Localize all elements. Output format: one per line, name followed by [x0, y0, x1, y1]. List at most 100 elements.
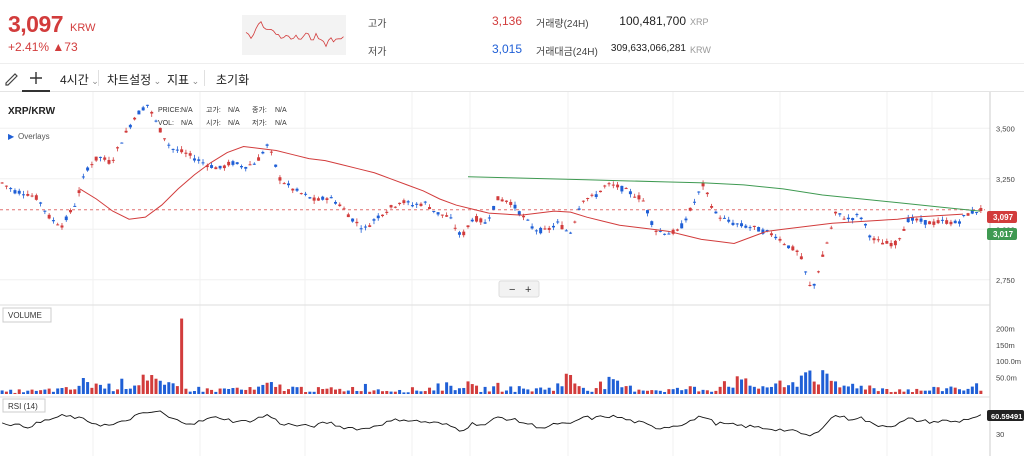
- change-percent: +2.41%: [8, 40, 50, 54]
- candle-body: [693, 201, 697, 203]
- volume-bar: [218, 388, 222, 394]
- volume-bar: [663, 392, 667, 394]
- candle-body: [210, 165, 214, 168]
- candle-body: [842, 218, 846, 220]
- volume-bar: [329, 387, 333, 394]
- candle-body: [163, 138, 167, 140]
- candle-body: [116, 147, 120, 149]
- candle-body: [522, 215, 526, 218]
- volume-bar: [163, 384, 167, 394]
- candle-body: [979, 207, 983, 211]
- candle-body: [436, 212, 440, 215]
- moving-average-line: [79, 145, 981, 244]
- candle-body: [769, 233, 773, 236]
- candle-body: [419, 203, 423, 206]
- candle-body: [778, 238, 782, 241]
- candle-body: [329, 197, 333, 199]
- price-unit: KRW: [70, 22, 96, 34]
- volume-bar: [210, 389, 214, 394]
- volume-bar: [227, 388, 231, 394]
- ohlc-vol-label: VOL:: [158, 120, 174, 127]
- volume-bar: [530, 391, 534, 394]
- volume-bar: [325, 388, 329, 394]
- candle-body: [872, 238, 876, 241]
- candle-body: [244, 166, 248, 169]
- volume-bar: [722, 381, 726, 394]
- volume-label: 거래량(24H): [536, 19, 589, 30]
- candle-body: [675, 229, 679, 231]
- volume-bar: [936, 387, 940, 394]
- candle-body: [782, 244, 786, 246]
- chart-settings-dropdown[interactable]: 차트설정 ⌄: [107, 71, 161, 88]
- volume-bar: [363, 383, 367, 394]
- volume-bar: [30, 389, 34, 394]
- volume-bar: [855, 388, 859, 394]
- volume-bar: [269, 382, 273, 394]
- volume-bar: [868, 385, 872, 394]
- zoom-out-button[interactable]: −: [509, 284, 515, 296]
- volume-bar: [376, 389, 380, 394]
- high-label: 고가: [368, 19, 387, 30]
- high-value: 3,136: [491, 14, 522, 28]
- volume-bar: [705, 390, 709, 394]
- volume-bar: [829, 380, 833, 394]
- volume-bar: [932, 386, 936, 394]
- candle-body: [274, 164, 278, 167]
- ohlc-low-value: N/A: [275, 120, 287, 127]
- volume-bar: [175, 386, 179, 394]
- volume-bar: [624, 386, 628, 394]
- candle-body: [286, 183, 290, 186]
- overlays-triangle-icon[interactable]: ▶: [8, 132, 15, 141]
- volume-bar: [573, 383, 577, 394]
- candle-body: [962, 215, 966, 217]
- price-badge: 3,097: [993, 213, 1014, 222]
- volume-bar: [526, 389, 530, 394]
- volume-bar: [475, 385, 479, 394]
- price-chart[interactable]: 3,5003,2503,0002,750200m150m100.0m50.0m3…: [0, 92, 1024, 456]
- candle-body: [56, 224, 60, 226]
- zoom-in-button[interactable]: +: [525, 284, 531, 296]
- y-tick-label: 3,500: [996, 124, 1015, 133]
- candle-body: [145, 104, 149, 106]
- candle-body: [423, 201, 427, 203]
- candle-body: [748, 227, 752, 229]
- overlays-toggle[interactable]: Overlays: [18, 132, 50, 141]
- current-price: 3,097: [8, 11, 64, 37]
- volume-bar: [419, 391, 423, 394]
- candle-body: [534, 230, 538, 232]
- volume-bar: [428, 387, 432, 394]
- volume-bar: [94, 383, 98, 394]
- candle-body: [650, 221, 654, 225]
- volume-bar: [757, 388, 761, 394]
- pencil-icon[interactable]: [3, 70, 19, 86]
- candle-body: [496, 196, 500, 201]
- candle-body: [752, 225, 756, 227]
- ticker-header: 3,097 KRW +2.41% ▲73 고가 3,136 저가 3,015 거…: [0, 0, 1024, 64]
- chart-toolbar: 4시간 ⌄ 차트설정 ⌄ 지표 ⌄ 초기화: [0, 64, 1024, 92]
- candle-body: [90, 164, 94, 166]
- volume-bar: [214, 391, 218, 394]
- volume-bar: [124, 389, 128, 394]
- candle-body: [128, 124, 132, 128]
- candle-body: [282, 183, 286, 185]
- candle-body: [727, 219, 731, 222]
- volume-bar: [970, 386, 974, 394]
- chart-settings-label: 차트설정: [107, 73, 152, 87]
- crosshair-tool-button[interactable]: [22, 64, 50, 92]
- volume-bar: [769, 386, 773, 394]
- chevron-down-icon: ⌄: [189, 76, 200, 86]
- candle-body: [248, 164, 252, 166]
- indicators-dropdown[interactable]: 지표 ⌄: [167, 71, 199, 88]
- candle-body: [9, 188, 13, 190]
- candle-body: [663, 233, 667, 235]
- reset-button[interactable]: 초기화: [216, 73, 250, 87]
- volume-bar: [859, 385, 863, 394]
- volume-bar: [675, 387, 679, 394]
- volume-bar: [863, 389, 867, 394]
- volume-bar: [697, 391, 701, 394]
- volume-bar: [107, 383, 111, 394]
- volume-bar: [466, 381, 470, 394]
- rsi-series: [1, 410, 982, 437]
- candle-body: [722, 217, 726, 219]
- interval-dropdown[interactable]: 4시간 ⌄: [60, 71, 99, 88]
